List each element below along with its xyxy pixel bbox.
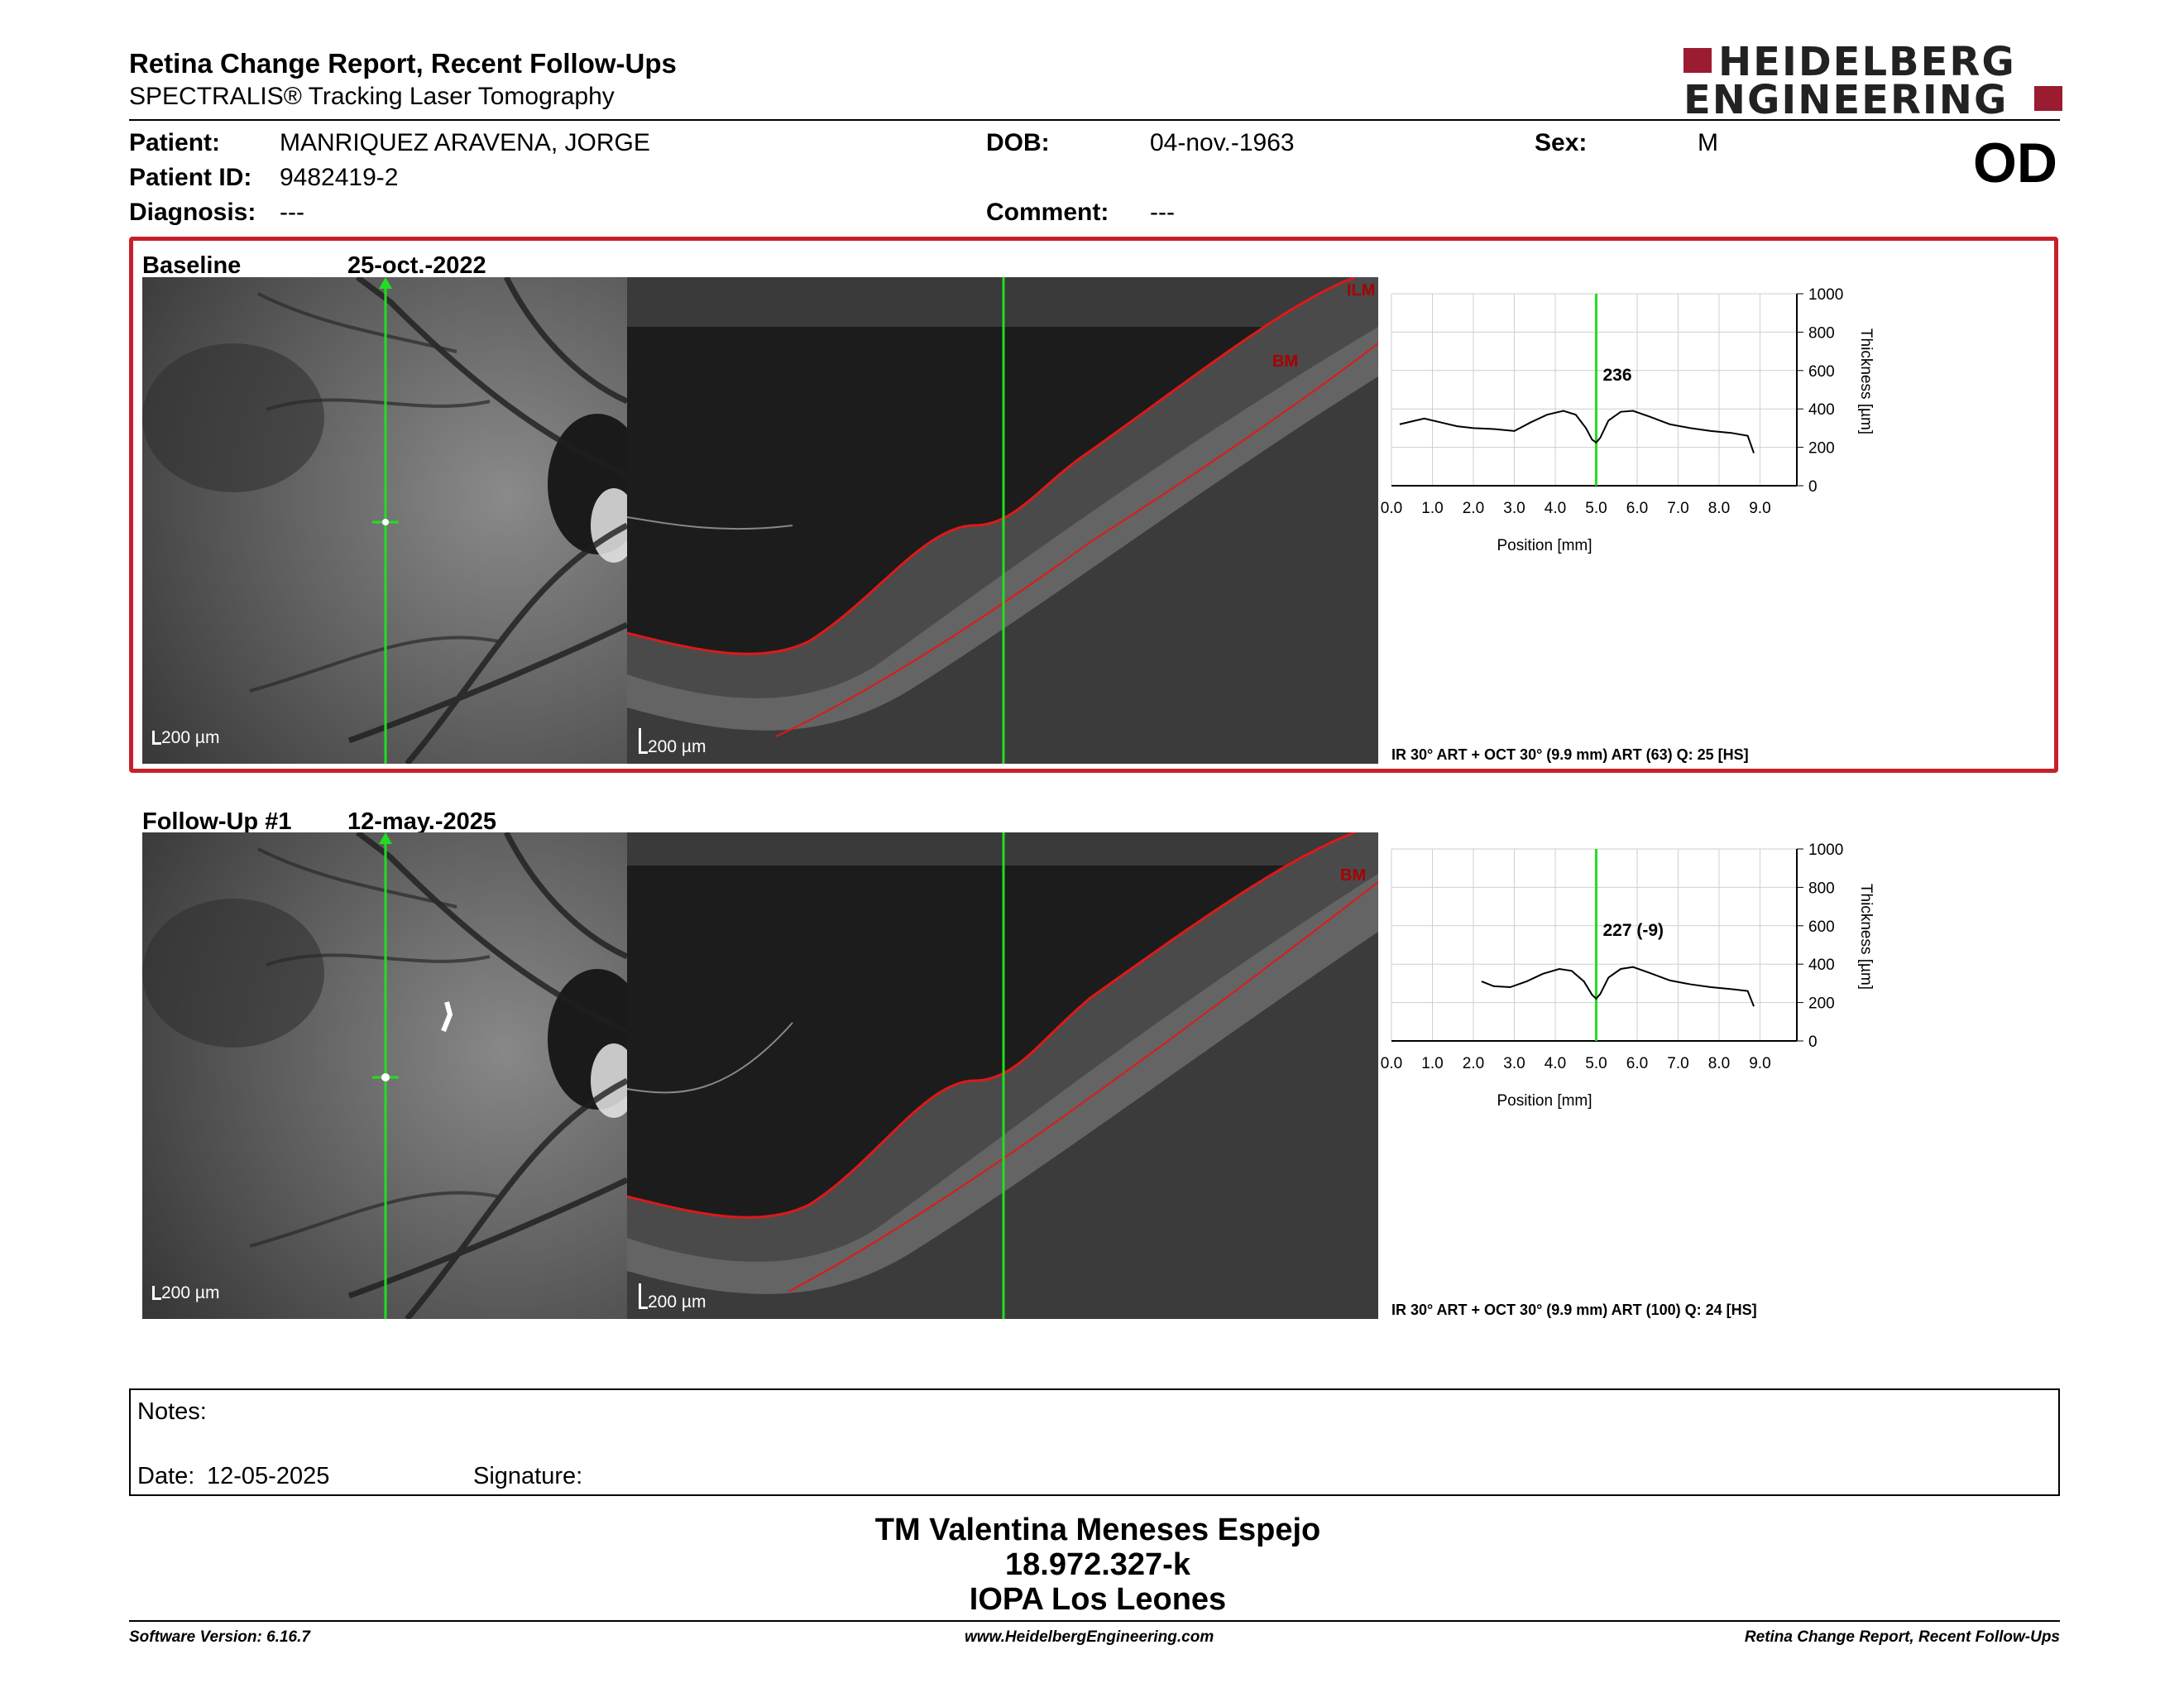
followup-acquisition-caption: IR 30° ART + OCT 30° (9.9 mm) ART (100) … (1391, 1302, 1757, 1318)
followup-scan-line (372, 832, 399, 1319)
thickness-curve (1399, 410, 1755, 453)
followup-oct-bscan-image: BM (627, 832, 1378, 1319)
notes-box[interactable]: Notes: Date: 12-05-2025 Signature: (129, 1388, 2060, 1496)
y-tick-label: 800 (1808, 324, 1835, 342)
x-axis-label: Position [mm] (1497, 1092, 1592, 1110)
diagnosis-value: --- (280, 199, 304, 226)
footer-report-title: Retina Change Report, Recent Follow-Ups (1744, 1628, 2060, 1646)
y-tick-label: 600 (1808, 918, 1835, 936)
y-tick-label: 0 (1808, 478, 1818, 496)
baseline-bm-label: BM (1272, 352, 1298, 371)
x-tick-label: 8.0 (1708, 1055, 1730, 1072)
y-tick-label: 200 (1808, 995, 1835, 1013)
x-axis-label: Position [mm] (1497, 537, 1592, 554)
heidelberg-logo: HEIDELBERG ENGINEERING (1684, 39, 2064, 123)
x-tick-label: 5.0 (1585, 500, 1607, 517)
notes-date-value: 12-05-2025 (207, 1463, 330, 1489)
patient-id-label: Patient ID: (129, 164, 252, 191)
x-tick-label: 2.0 (1463, 1055, 1484, 1072)
report-title: Retina Change Report, Recent Follow-Ups (129, 48, 677, 79)
logo-line-1: HEIDELBERG (1718, 39, 2016, 85)
x-tick-label: 5.0 (1585, 1055, 1607, 1072)
comment-label: Comment: (986, 199, 1109, 226)
y-tick-label: 400 (1808, 957, 1835, 974)
x-tick-label: 9.0 (1749, 1055, 1770, 1072)
baseline-ir-scalebar: 200 µm (152, 728, 219, 748)
y-tick-label: 400 (1808, 401, 1835, 419)
x-tick-label: 0.0 (1381, 500, 1402, 517)
patient-name: MANRIQUEZ ARAVENA, JORGE (280, 129, 650, 156)
header-divider (129, 119, 2060, 121)
software-version: Software Version: 6.16.7 (129, 1628, 310, 1646)
signature-label: Signature: (473, 1463, 583, 1489)
y-tick-label: 200 (1808, 440, 1835, 458)
sex-value: M (1698, 129, 1718, 156)
thickness-value-label: 227 (-9) (1602, 921, 1664, 940)
followup-bm-label: BM (1340, 866, 1366, 885)
thickness-curve (1481, 966, 1755, 1007)
notes-date-label: Date: (137, 1463, 195, 1489)
followup-thickness-chart: 0.0 1.0 2.0 3.0 4.0 5.0 6.0 7.0 8.0 9.0 0 200 400 600… (1381, 842, 1875, 1110)
baseline-frame (129, 237, 2058, 773)
y-axis-label: Thickness [µm] (1857, 328, 1875, 434)
baseline-acquisition-caption: IR 30° ART + OCT 30° (9.9 mm) ART (63) Q… (1391, 746, 1749, 763)
baseline-ilm-label: ILM (1347, 281, 1375, 300)
x-tick-label: 7.0 (1667, 500, 1688, 517)
logo-line-2: ENGINEERING (1684, 77, 2009, 123)
patient-name-label: Patient: (129, 129, 221, 156)
x-tick-label: 3.0 (1503, 1055, 1525, 1072)
x-tick-label: 3.0 (1503, 500, 1525, 517)
y-tick-label: 0 (1808, 1033, 1818, 1051)
signer-id: 18.972.327-k (1005, 1547, 1190, 1582)
x-tick-label: 7.0 (1667, 1055, 1688, 1072)
baseline-oct-scalebar: 200 µm (639, 728, 706, 757)
x-tick-label: 2.0 (1463, 500, 1484, 517)
x-tick-label: 4.0 (1545, 500, 1566, 517)
footer-divider (129, 1620, 2060, 1622)
y-tick-label: 1000 (1808, 842, 1843, 859)
x-tick-label: 1.0 (1421, 500, 1443, 517)
baseline-label: Baseline (142, 252, 242, 279)
eye-indicator: OD (1973, 132, 2057, 194)
notes-label: Notes: (137, 1398, 207, 1425)
signer-name: TM Valentina Meneses Espejo (874, 1513, 1321, 1547)
website-link[interactable]: www.HeidelbergEngineering.com (965, 1628, 1214, 1646)
diagnosis-label: Diagnosis: (129, 199, 256, 226)
x-tick-label: 6.0 (1626, 500, 1648, 517)
sex-label: Sex: (1535, 129, 1588, 156)
baseline-date: 25-oct.-2022 (347, 252, 486, 279)
report-subtitle: SPECTRALIS® Tracking Laser Tomography (129, 83, 615, 110)
x-tick-label: 0.0 (1381, 1055, 1402, 1072)
baseline-scan-line (372, 277, 399, 764)
x-tick-label: 9.0 (1749, 500, 1770, 517)
thickness-value-label: 236 (1602, 366, 1631, 385)
comment-value: --- (1150, 199, 1175, 226)
y-tick-label: 800 (1808, 880, 1835, 897)
followup-date: 12-may.-2025 (347, 808, 497, 835)
y-axis-label: Thickness [µm] (1857, 884, 1875, 990)
x-tick-label: 4.0 (1545, 1055, 1566, 1072)
dob-value: 04-nov.-1963 (1150, 129, 1295, 156)
baseline-thickness-chart: 0.0 1.0 2.0 3.0 4.0 5.0 6.0 7.0 8.0 9.0 0 200 400 600… (1381, 286, 1875, 554)
followup-ir-scalebar: 200 µm (152, 1283, 219, 1303)
patient-id: 9482419-2 (280, 164, 399, 191)
y-tick-label: 600 (1808, 363, 1835, 381)
x-tick-label: 8.0 (1708, 500, 1730, 517)
baseline-oct-bscan-image: ILM BM (627, 277, 1378, 764)
x-tick-label: 6.0 (1626, 1055, 1648, 1072)
followup-label: Follow-Up #1 (142, 808, 292, 835)
x-tick-label: 1.0 (1421, 1055, 1443, 1072)
followup-oct-scalebar: 200 µm (639, 1283, 706, 1312)
dob-label: DOB: (986, 129, 1050, 156)
signer-institution: IOPA Los Leones (969, 1582, 1227, 1617)
y-tick-label: 1000 (1808, 286, 1843, 304)
